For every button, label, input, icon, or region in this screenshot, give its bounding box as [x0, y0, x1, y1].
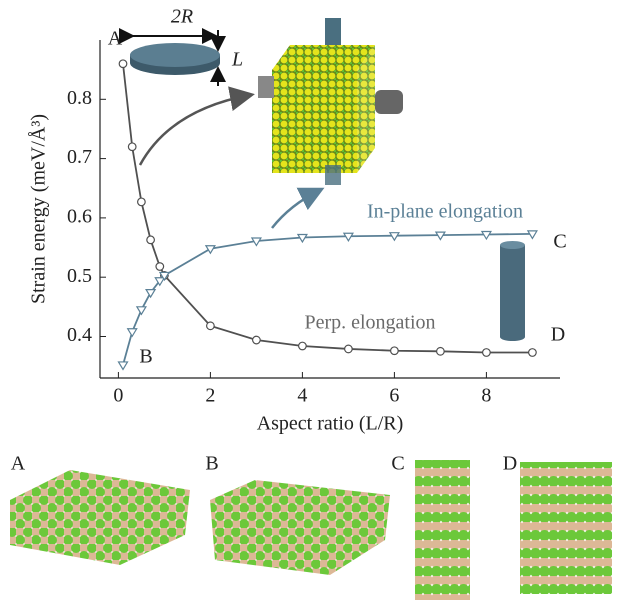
- rod: [500, 245, 525, 337]
- point: [136, 197, 146, 207]
- y-tick-label: 0.7: [67, 146, 92, 168]
- point: [118, 59, 128, 69]
- disk-top: [130, 43, 220, 67]
- point: [480, 230, 492, 241]
- panel-label: C: [391, 453, 404, 475]
- point-label: D: [551, 324, 565, 346]
- point: [251, 335, 261, 345]
- x-tick-label: 2: [205, 385, 215, 407]
- cube-side: [357, 45, 375, 173]
- x-tick-label: 6: [389, 385, 399, 407]
- point: [126, 328, 138, 338]
- y-axis-label: Strain energy (meV/Å³): [28, 114, 50, 304]
- series-line: [122, 233, 533, 366]
- structure-b: [210, 480, 390, 575]
- point: [390, 346, 399, 356]
- x-tick-label: 8: [481, 385, 491, 407]
- point: [526, 230, 538, 240]
- point-label: C: [553, 231, 566, 253]
- x-axis-label: Aspect ratio (L/R): [257, 413, 404, 435]
- series-label: In-plane elongation: [367, 201, 523, 223]
- point: [145, 289, 157, 299]
- point: [204, 245, 216, 255]
- y-tick-label: 0.4: [67, 324, 92, 346]
- cube-top: [272, 45, 375, 70]
- panel-label: A: [11, 453, 26, 475]
- x-tick-label: 4: [297, 385, 307, 407]
- cylinder: [325, 165, 341, 185]
- y-tick-label: 0.8: [67, 87, 92, 109]
- point-label: A: [108, 28, 123, 50]
- arrow: [138, 86, 255, 166]
- point: [342, 232, 354, 242]
- series-line: [122, 63, 533, 354]
- point: [250, 237, 262, 247]
- cylinder: [375, 90, 403, 114]
- series-label: Perp. elongation: [304, 312, 435, 334]
- point: [436, 346, 445, 356]
- illustrations: [10, 18, 612, 600]
- point: [388, 232, 400, 242]
- rod-top: [500, 241, 525, 249]
- cylinder: [258, 76, 274, 98]
- point: [146, 235, 156, 245]
- point: [155, 262, 165, 271]
- point: [344, 344, 353, 354]
- panel-label: B: [205, 453, 218, 475]
- point: [135, 306, 147, 316]
- cube-front: [272, 70, 357, 173]
- point: [296, 233, 308, 244]
- y-tick-label: 0.6: [67, 205, 92, 227]
- structure-a: [10, 470, 190, 565]
- arrow: [271, 187, 325, 229]
- inset-label: 2R: [171, 6, 193, 28]
- structure-d: [520, 462, 612, 594]
- point: [434, 231, 446, 241]
- structure-c: [415, 460, 470, 600]
- point: [298, 341, 307, 351]
- y-tick-label: 0.5: [67, 265, 92, 287]
- x-tick-label: 0: [113, 385, 123, 407]
- point: [482, 348, 491, 357]
- point: [158, 271, 170, 282]
- inset-label: L: [231, 49, 243, 71]
- point: [127, 142, 137, 152]
- point-label: B: [139, 346, 152, 368]
- point: [117, 361, 129, 371]
- rod-bottom: [500, 333, 525, 341]
- panel-label: D: [503, 453, 517, 475]
- point: [205, 321, 215, 331]
- point: [528, 348, 537, 357]
- point: [154, 277, 166, 287]
